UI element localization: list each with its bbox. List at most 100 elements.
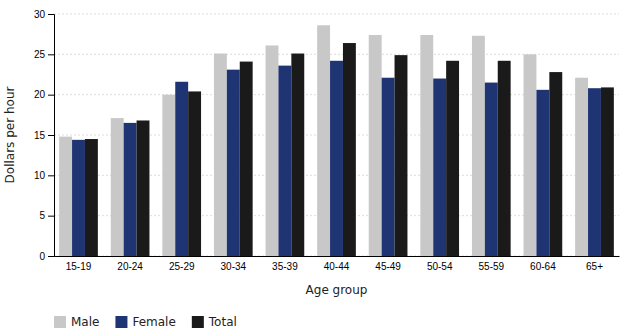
y-axis-title: Dollars per hour bbox=[3, 87, 17, 184]
bar-series bbox=[59, 25, 588, 256]
x-tick-label: 60-64 bbox=[530, 261, 556, 272]
y-tick-label: 10 bbox=[34, 170, 46, 181]
bar bbox=[369, 35, 382, 256]
x-tick: 50-54 bbox=[427, 261, 453, 272]
bar bbox=[317, 25, 330, 256]
bar bbox=[433, 79, 446, 256]
y-tick-mark bbox=[48, 216, 54, 217]
legend-swatch bbox=[54, 316, 66, 328]
bar-series bbox=[72, 61, 601, 256]
y-tick-mark bbox=[48, 135, 54, 136]
y-tick-mark bbox=[48, 95, 54, 96]
legend-swatch bbox=[192, 316, 204, 328]
y-tick: 25 bbox=[34, 49, 54, 60]
grid bbox=[54, 14, 619, 256]
bar bbox=[137, 120, 150, 256]
y-tick: 10 bbox=[34, 170, 54, 181]
x-tick-label: 15-19 bbox=[66, 261, 92, 272]
x-tick: 40-44 bbox=[324, 261, 350, 272]
plot: 0 5 10 15 20 25 30 15-19 20-24 25-29 30-34 35-39 40-… bbox=[34, 9, 620, 272]
y-tick-label: 30 bbox=[34, 9, 46, 20]
x-tick: 45-49 bbox=[375, 261, 401, 272]
x-tick: 60-64 bbox=[530, 261, 556, 272]
x-tick-label: 50-54 bbox=[427, 261, 453, 272]
bar bbox=[227, 70, 240, 256]
bar bbox=[395, 55, 408, 256]
bar bbox=[111, 118, 124, 256]
legend: Male Female Total bbox=[54, 315, 237, 329]
y-axis: 0 5 10 15 20 25 30 bbox=[34, 9, 55, 262]
y-tick-mark bbox=[48, 256, 54, 257]
x-tick: 25-29 bbox=[169, 261, 195, 272]
x-tick-label: 45-49 bbox=[375, 261, 401, 272]
x-tick-label: 30-34 bbox=[221, 261, 247, 272]
y-tick: 0 bbox=[39, 251, 54, 262]
x-tick-label: 55-59 bbox=[479, 261, 505, 272]
bars bbox=[59, 25, 614, 256]
bar bbox=[188, 91, 201, 256]
y-axis-line bbox=[48, 15, 55, 257]
x-tick-label: 35-39 bbox=[272, 261, 298, 272]
y-tick-mark bbox=[48, 175, 54, 176]
y-tick-label: 5 bbox=[39, 210, 45, 221]
bar bbox=[498, 61, 511, 256]
bar bbox=[330, 61, 343, 256]
y-tick-label: 15 bbox=[34, 130, 46, 141]
bar bbox=[162, 95, 175, 256]
legend-label: Male bbox=[71, 315, 99, 329]
bar bbox=[214, 54, 227, 256]
x-axis-line bbox=[55, 256, 620, 257]
bar bbox=[382, 78, 395, 256]
x-tick: 30-34 bbox=[221, 261, 247, 272]
bar bbox=[343, 43, 356, 256]
y-tick: 20 bbox=[34, 89, 54, 100]
y-tick: 30 bbox=[34, 9, 54, 20]
bar bbox=[575, 78, 588, 256]
bar bbox=[446, 61, 459, 256]
x-tick: 65+ bbox=[586, 261, 603, 272]
x-tick-label: 40-44 bbox=[324, 261, 350, 272]
legend-item: Male bbox=[54, 315, 99, 329]
x-tick: 35-39 bbox=[272, 261, 298, 272]
bar-series bbox=[85, 43, 614, 256]
grid-line bbox=[54, 14, 619, 15]
y-tick: 15 bbox=[34, 130, 54, 141]
x-tick-label: 20-24 bbox=[117, 261, 143, 272]
legend-swatch bbox=[115, 316, 127, 328]
bar bbox=[278, 66, 291, 256]
bar bbox=[175, 82, 188, 256]
y-tick-mark bbox=[48, 14, 54, 15]
x-axis-title: Age group bbox=[306, 283, 368, 297]
y-tick-label: 25 bbox=[34, 49, 46, 60]
x-tick-label: 25-29 bbox=[169, 261, 195, 272]
bar bbox=[240, 62, 253, 256]
bar bbox=[420, 35, 433, 256]
legend-item: Total bbox=[192, 315, 237, 329]
bar bbox=[266, 45, 279, 256]
bar bbox=[485, 83, 498, 256]
bar bbox=[472, 36, 485, 256]
bar bbox=[536, 90, 549, 256]
bar bbox=[124, 123, 137, 256]
x-tick: 15-19 bbox=[66, 261, 92, 272]
legend-label: Total bbox=[208, 315, 237, 329]
bar bbox=[588, 88, 601, 256]
chart: 0 5 10 15 20 25 30 15-19 20-24 25-29 30-34 35-39 40-… bbox=[0, 0, 633, 336]
y-tick-label: 20 bbox=[34, 89, 46, 100]
x-tick-label: 65+ bbox=[586, 261, 603, 272]
bar bbox=[72, 140, 85, 256]
bar bbox=[291, 54, 304, 256]
x-axis: 15-19 20-24 25-29 30-34 35-39 40-44 45-49 50-54… bbox=[55, 257, 620, 273]
y-tick: 5 bbox=[39, 210, 54, 221]
bar bbox=[85, 139, 98, 256]
legend-label: Female bbox=[132, 315, 175, 329]
x-tick: 20-24 bbox=[117, 261, 143, 272]
y-tick-mark bbox=[48, 54, 54, 55]
y-tick-label: 0 bbox=[39, 251, 45, 262]
x-tick: 55-59 bbox=[479, 261, 505, 272]
legend-item: Female bbox=[115, 315, 175, 329]
bar bbox=[59, 137, 72, 256]
bar bbox=[601, 87, 614, 256]
bar bbox=[524, 54, 537, 256]
bar bbox=[549, 72, 562, 256]
